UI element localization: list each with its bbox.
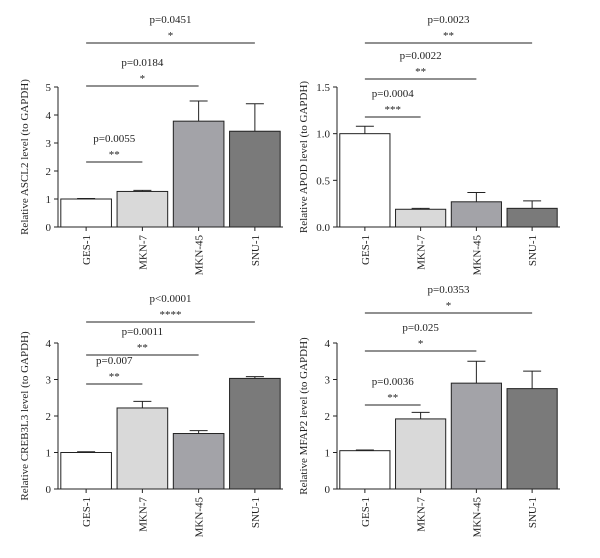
y-axis-label: Relative MFAP2 level (to GAPDH) xyxy=(298,337,310,495)
bar xyxy=(116,407,169,490)
category-label: MKN-7 xyxy=(416,497,428,532)
bar xyxy=(60,452,112,490)
p-value-label: p=0.0353 xyxy=(428,284,470,296)
chart-panel-2: 0.0 0.5 1.0 1.5 Relative APOD level (to GAPD… xyxy=(298,14,560,275)
y-tick-label: 0.0 xyxy=(316,222,330,234)
category-label: GES-1 xyxy=(360,497,372,527)
bar xyxy=(229,130,281,228)
p-value-label: p=0.0004 xyxy=(372,88,414,100)
y-tick-label: 0 xyxy=(325,484,331,496)
category-label: SNU-1 xyxy=(527,497,539,528)
significance-stars: * xyxy=(168,30,174,42)
p-value-label: p=0.0011 xyxy=(122,326,164,338)
y-tick-label: 0.5 xyxy=(316,175,330,187)
significance-stars: **** xyxy=(160,309,182,321)
y-tick-label: 4 xyxy=(325,338,331,350)
p-value-label: p=0.0023 xyxy=(428,14,470,26)
y-tick-label: 0 xyxy=(46,484,52,496)
category-label: MKN-7 xyxy=(137,235,149,270)
bar xyxy=(339,450,391,490)
category-label: GES-1 xyxy=(360,235,372,265)
bar xyxy=(450,201,502,228)
significance-stars: ** xyxy=(109,149,120,161)
bar xyxy=(395,208,447,228)
category-label: MKN-45 xyxy=(194,497,206,538)
bar xyxy=(395,418,447,490)
significance-stars: ** xyxy=(387,392,398,404)
bar xyxy=(229,377,281,490)
y-tick-label: 2 xyxy=(325,411,331,423)
chart-panel-1: 0 1 2 3 4 5 Relative ASCL2 level (to GAPDH) GES… xyxy=(19,14,283,275)
p-value-label: p=0.0451 xyxy=(150,14,192,26)
category-label: SNU-1 xyxy=(527,235,539,266)
category-label: GES-1 xyxy=(81,497,93,527)
y-tick-label: 1 xyxy=(46,448,52,460)
bar xyxy=(339,133,391,228)
significance-stars: ** xyxy=(137,342,148,354)
y-axis-label: Relative APOD level (to GAPDH) xyxy=(298,81,310,233)
category-label: MKN-45 xyxy=(471,235,483,276)
significance-stars: * xyxy=(418,338,424,350)
category-label: SNU-1 xyxy=(250,235,262,266)
y-tick-label: 4 xyxy=(46,110,52,122)
chart-panel-4: 0 1 2 3 4 Relative MFAP2 level (to GAPDH) GES-… xyxy=(298,284,560,537)
p-value-label: p=0.0184 xyxy=(121,57,163,69)
bar xyxy=(506,207,558,228)
y-tick-label: 2 xyxy=(46,411,52,423)
bar xyxy=(450,382,502,490)
y-tick-label: 2 xyxy=(46,166,52,178)
p-value-label: p=0.0055 xyxy=(93,133,135,145)
category-label: MKN-7 xyxy=(416,235,428,270)
significance-stars: * xyxy=(140,73,146,85)
p-value-label: p=0.025 xyxy=(402,322,439,334)
bar xyxy=(506,388,558,490)
significance-stars: ** xyxy=(109,371,120,383)
y-axis-label: Relative CREB3L3 level (to GAPDH) xyxy=(19,331,31,501)
category-label: MKN-45 xyxy=(471,497,483,538)
y-tick-label: 0 xyxy=(46,222,52,234)
y-tick-label: 4 xyxy=(46,338,52,350)
category-label: SNU-1 xyxy=(250,497,262,528)
y-tick-label: 1 xyxy=(46,194,52,206)
y-axis-label: Relative ASCL2 level (to GAPDH) xyxy=(19,79,31,235)
category-label: MKN-45 xyxy=(194,235,206,276)
y-tick-label: 3 xyxy=(46,138,52,150)
y-tick-label: 5 xyxy=(46,82,52,94)
y-tick-label: 1.0 xyxy=(316,129,330,141)
y-tick-label: 1 xyxy=(325,448,331,460)
y-tick-label: 1.5 xyxy=(316,82,330,94)
category-label: GES-1 xyxy=(81,235,93,265)
y-tick-label: 3 xyxy=(325,375,331,387)
significance-stars: ** xyxy=(415,66,426,78)
p-value-label: p=0.0022 xyxy=(400,50,442,62)
bar xyxy=(172,433,225,490)
chart-panel-3: 0 1 2 3 4 Relative CREB3L3 level (to GAPDH) GE… xyxy=(19,293,283,537)
p-value-label: p<0.0001 xyxy=(150,293,192,305)
category-label: MKN-7 xyxy=(137,497,149,532)
p-value-label: p=0.007 xyxy=(96,355,133,367)
bar xyxy=(172,120,225,228)
bar xyxy=(116,190,169,228)
bar xyxy=(60,198,112,228)
p-value-label: p=0.0036 xyxy=(372,376,414,388)
y-tick-label: 3 xyxy=(46,375,52,387)
significance-stars: *** xyxy=(385,104,402,116)
significance-stars: ** xyxy=(443,30,454,42)
significance-stars: * xyxy=(446,300,452,312)
